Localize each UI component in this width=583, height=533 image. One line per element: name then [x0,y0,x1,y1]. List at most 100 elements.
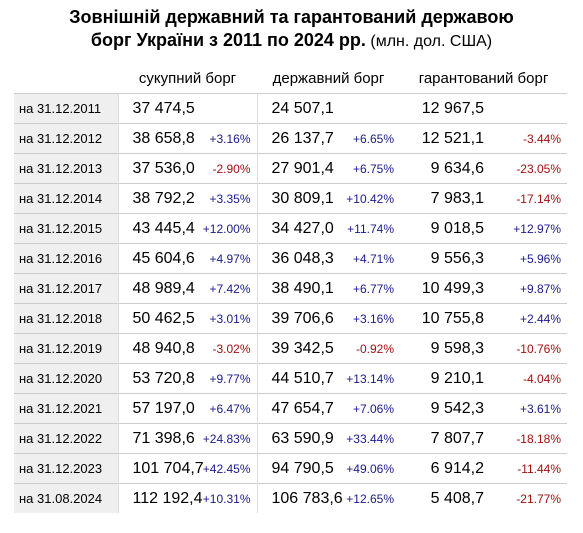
total-debt-change: +42.45% [202,461,251,476]
header-guaranteed-debt: гарантований борг [400,64,568,94]
row-date: на 31.12.2014 [14,183,118,214]
state-debt-value: 39 342,5 [256,333,341,364]
state-debt-change: +4.71% [352,251,394,266]
row-date: на 31.12.2016 [14,243,118,274]
state-debt-value: 39 706,6 [256,303,341,334]
title-line-2-main: борг України з 2011 по 2024 рр. [90,30,366,50]
state-debt-change: +3.16% [352,311,394,326]
state-debt-value: 94 790,5 [256,453,341,484]
guaranteed-debt-value: 9 556,3 [430,249,484,267]
state-debt-value: 38 490,1 [256,273,341,304]
table-row: на 31.12.2018 50 462,5 +3.01% 39 706,6 +3.16… [14,303,568,334]
guaranteed-debt-change: -21.77% [516,491,562,506]
table-row: на 31.12.2011 37 474,5 24 507,1 12 967,5 [14,93,568,124]
guaranteed-debt-value: 12 521,1 [421,129,484,147]
state-debt-change: +12.65% [346,491,394,506]
total-debt-value: 37 474,5 [117,93,201,124]
table-row: на 31.12.2015 43 445,4 +12.00% 34 427,0 +11.… [14,213,568,244]
row-date: на 31.12.2020 [14,363,118,394]
row-date: на 31.12.2011 [14,93,118,124]
row-date: на 31.12.2021 [14,393,118,424]
state-debt-value: 36 048,3 [256,243,341,274]
state-debt-value: 27 901,4 [256,153,341,184]
state-debt-value: 44 510,7 [256,363,341,394]
total-debt-value: 48 989,4 [117,273,201,304]
guaranteed-debt-change: -4.04% [522,371,562,386]
total-debt-value: 112 192,4 [117,483,203,513]
state-debt-change: +6.77% [352,281,394,296]
guaranteed-debt-value: 9 598,3 [430,339,484,357]
total-debt-change: -3.02% [212,341,251,356]
total-debt-value: 101 704,7 [117,453,204,484]
guaranteed-debt-change: -23.05% [516,161,562,176]
guaranteed-debt-change: +5.96% [519,251,562,266]
state-debt-value: 106 783,6 [256,483,343,513]
debt-table: сукупний борг державний борг гарантовани… [14,64,568,513]
state-debt-change: +7.06% [352,401,394,416]
table-row: на 31.12.2012 38 658,8 +3.16% 26 137,7 +6.65… [14,123,568,154]
total-debt-change: +10.31% [202,491,251,506]
table-row: на 31.12.2023 101 704,7 +42.45% 94 790,5 +49… [14,453,568,484]
state-debt-change: +10.42% [346,191,394,206]
total-debt-change: -2.90% [212,161,251,176]
state-debt-value: 47 654,7 [256,393,341,424]
row-date: на 31.12.2015 [14,213,118,244]
state-debt-change: +33.44% [346,431,394,446]
guaranteed-debt-value: 9 542,3 [430,399,484,417]
total-debt-value: 48 940,8 [117,333,201,364]
table-header: сукупний борг державний борг гарантовани… [14,64,568,94]
table-row: на 31.12.2017 48 989,4 +7.42% 38 490,1 +6.77… [14,273,568,304]
state-debt-value: 24 507,1 [256,93,341,124]
guaranteed-debt-change [486,94,567,124]
guaranteed-debt-value: 6 914,2 [430,459,484,477]
state-debt-value: 30 809,1 [256,183,341,214]
state-debt-change: +49.06% [346,461,394,476]
total-debt-change: +6.47% [209,401,251,416]
total-debt-change: +3.35% [209,191,251,206]
guaranteed-debt-value: 7 983,1 [430,189,484,207]
guaranteed-debt-change: +12.97% [513,221,562,236]
row-date: на 31.12.2019 [14,333,118,364]
guaranteed-debt-change: -11.44% [517,461,562,476]
page-title: Зовнішній державний та гарантований держ… [0,6,583,53]
state-debt-change: +11.74% [347,221,394,236]
total-debt-change: +3.16% [209,131,251,146]
guaranteed-debt-change: -10.76% [516,341,562,356]
state-debt-value: 63 590,9 [256,423,341,454]
guaranteed-debt-value: 7 807,7 [430,429,484,447]
total-debt-value: 38 658,8 [117,123,201,154]
total-debt-change: +12.00% [202,221,251,236]
total-debt-change: +7.42% [209,281,251,296]
state-debt-value: 34 427,0 [256,213,341,244]
guaranteed-debt-value: 9 018,5 [430,219,484,237]
guaranteed-debt-value: 9 634,6 [430,159,484,177]
title-line-2: борг України з 2011 по 2024 рр. (млн. до… [0,29,583,53]
header-state-debt: державний борг [257,64,400,94]
guaranteed-debt-change: -18.18% [516,431,562,446]
guaranteed-debt-value: 10 755,8 [421,309,484,327]
state-debt-value: 26 137,7 [256,123,341,154]
guaranteed-debt-value: 10 499,3 [421,279,484,297]
row-date: на 31.12.2022 [14,423,118,454]
guaranteed-debt-change: +9.87% [519,281,562,296]
table-row: на 31.12.2014 38 792,2 +3.35% 30 809,1 +10.4… [14,183,568,214]
total-debt-change: +9.77% [209,371,251,386]
total-debt-value: 50 462,5 [117,303,201,334]
total-debt-value: 38 792,2 [117,183,201,214]
table-body: на 31.12.2011 37 474,5 24 507,1 12 967,5 на … [14,93,568,513]
guaranteed-debt-change: -3.44% [522,131,562,146]
guaranteed-debt-change: +3.61% [519,401,562,416]
table-row: на 31.08.2024 112 192,4 +10.31% 106 783,6 +1… [14,483,568,513]
table-row: на 31.12.2021 57 197,0 +6.47% 47 654,7 +7.06… [14,393,568,424]
table-row: на 31.12.2022 71 398,6 +24.83% 63 590,9 +33.… [14,423,568,454]
total-debt-value: 53 720,8 [117,363,201,394]
total-debt-change: +24.83% [202,431,251,446]
row-date: на 31.12.2023 [14,453,118,484]
row-date: на 31.12.2012 [14,123,118,154]
title-units-note: (млн. дол. США) [365,33,493,50]
row-date: на 31.08.2024 [14,483,118,513]
state-debt-change: +13.14% [346,371,394,386]
total-debt-value: 43 445,4 [117,213,201,244]
state-debt-change: +6.65% [352,131,394,146]
table-row: на 31.12.2019 48 940,8 -3.02% 39 342,5 -0.92… [14,333,568,364]
